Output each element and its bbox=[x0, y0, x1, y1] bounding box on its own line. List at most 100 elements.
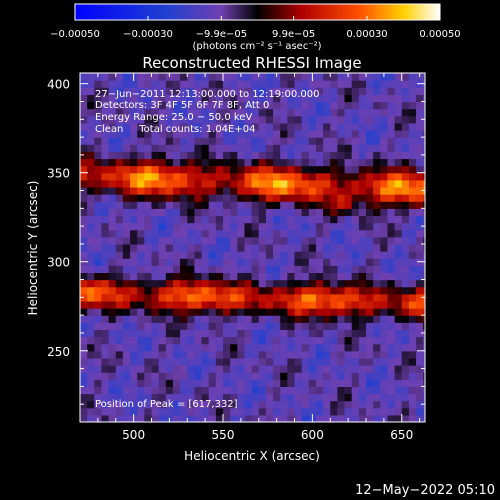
x-tick-label: 500 bbox=[122, 428, 145, 442]
heatmap-cell bbox=[208, 308, 217, 316]
heatmap-cell bbox=[387, 372, 396, 380]
heatmap-cell bbox=[94, 315, 103, 323]
heatmap-cell bbox=[194, 172, 203, 181]
heatmap-cell bbox=[244, 272, 253, 281]
heatmap-cell bbox=[80, 336, 88, 345]
heatmap-cell bbox=[337, 243, 346, 252]
heatmap-cell bbox=[80, 129, 88, 138]
heatmap-cell bbox=[301, 300, 310, 309]
heatmap-cell bbox=[423, 236, 425, 245]
heatmap-cell bbox=[151, 122, 160, 131]
heatmap-cell bbox=[366, 165, 374, 174]
heatmap-cell bbox=[387, 407, 396, 416]
heatmap-cell bbox=[366, 393, 374, 402]
heatmap-cell bbox=[337, 80, 346, 88]
heatmap-cell bbox=[130, 300, 138, 309]
heatmap-cell bbox=[394, 350, 403, 359]
heatmap-cell bbox=[130, 186, 138, 195]
heatmap-cell bbox=[258, 222, 267, 231]
heatmap-cell bbox=[187, 258, 195, 266]
heatmap-cell bbox=[265, 144, 274, 152]
heatmap-cell bbox=[208, 129, 217, 138]
heatmap-cell bbox=[151, 336, 160, 345]
heatmap-cell bbox=[265, 80, 274, 88]
heatmap-cell bbox=[401, 243, 410, 252]
heatmap-cell bbox=[122, 279, 131, 288]
heatmap-cell bbox=[87, 315, 95, 323]
heatmap-cell bbox=[122, 300, 131, 309]
heatmap-cell bbox=[201, 393, 210, 402]
heatmap-cell bbox=[201, 315, 210, 323]
heatmap-cell bbox=[294, 365, 303, 373]
heatmap-cell bbox=[387, 186, 396, 195]
heatmap-cell bbox=[187, 229, 195, 238]
heatmap-cell bbox=[187, 236, 195, 245]
heatmap-cell bbox=[180, 400, 188, 409]
heatmap-cell bbox=[115, 229, 124, 238]
heatmap-cell bbox=[287, 407, 296, 416]
heatmap-cell bbox=[337, 186, 346, 195]
heatmap-cell bbox=[394, 393, 403, 402]
heatmap-cell bbox=[351, 229, 360, 238]
heatmap-cell bbox=[251, 393, 260, 402]
heatmap-cell bbox=[230, 315, 238, 323]
heatmap-cell bbox=[151, 158, 160, 167]
heatmap-cell bbox=[387, 94, 396, 103]
heatmap-cell bbox=[165, 258, 174, 266]
heatmap-cell bbox=[80, 272, 88, 281]
heatmap-cell bbox=[237, 300, 246, 309]
heatmap-cell bbox=[394, 407, 403, 416]
heatmap-cell bbox=[223, 414, 231, 422]
heatmap-cell bbox=[416, 329, 424, 338]
heatmap-cell bbox=[315, 265, 324, 274]
heatmap-cell bbox=[101, 222, 110, 231]
heatmap-cell bbox=[251, 386, 260, 395]
heatmap-cell bbox=[294, 151, 303, 160]
heatmap-cell bbox=[366, 94, 374, 103]
heatmap-cell bbox=[423, 73, 425, 81]
heatmap-cell bbox=[308, 122, 317, 131]
heatmap-cell bbox=[323, 87, 331, 95]
heatmap-cell bbox=[194, 215, 203, 224]
heatmap-cell bbox=[366, 357, 374, 366]
heatmap-cell bbox=[223, 122, 231, 131]
heatmap-cell bbox=[351, 108, 360, 117]
heatmap-cell bbox=[344, 158, 353, 167]
heatmap-cell bbox=[108, 400, 117, 409]
heatmap-cell bbox=[137, 258, 145, 266]
heatmap-cell bbox=[172, 151, 181, 160]
heatmap-cell bbox=[165, 365, 174, 373]
heatmap-cell bbox=[280, 73, 288, 81]
heatmap-cell bbox=[158, 322, 167, 331]
heatmap-cell bbox=[115, 365, 124, 373]
heatmap-cell bbox=[172, 400, 181, 409]
heatmap-cell bbox=[158, 258, 167, 266]
heatmap-cell bbox=[394, 322, 403, 331]
heatmap-cell bbox=[208, 186, 217, 195]
heatmap-cell bbox=[80, 144, 88, 152]
heatmap-cell bbox=[366, 236, 374, 245]
heatmap-cell bbox=[380, 258, 389, 266]
heatmap-cell bbox=[401, 158, 410, 167]
heatmap-cell bbox=[223, 336, 231, 345]
heatmap-cell bbox=[401, 393, 410, 402]
heatmap-cell bbox=[87, 308, 95, 316]
heatmap-cell bbox=[344, 322, 353, 331]
heatmap-cell bbox=[122, 172, 131, 181]
heatmap-cell bbox=[387, 158, 396, 167]
heatmap-cell bbox=[394, 194, 403, 202]
heatmap-cell bbox=[358, 336, 367, 345]
heatmap-cell bbox=[301, 215, 310, 224]
colorbar-tick-label: 0.00030 bbox=[346, 29, 387, 40]
heatmap-cell bbox=[151, 208, 160, 217]
heatmap-cell bbox=[101, 73, 110, 81]
heatmap-cell bbox=[101, 186, 110, 195]
heatmap-cell bbox=[394, 73, 403, 81]
heatmap-cell bbox=[180, 407, 188, 416]
heatmap-cell bbox=[366, 329, 374, 338]
heatmap-cell bbox=[244, 293, 253, 302]
heatmap-cell bbox=[380, 122, 389, 131]
heatmap-cell bbox=[80, 208, 88, 217]
heatmap-cell bbox=[115, 172, 124, 181]
heatmap-cell bbox=[308, 165, 317, 174]
